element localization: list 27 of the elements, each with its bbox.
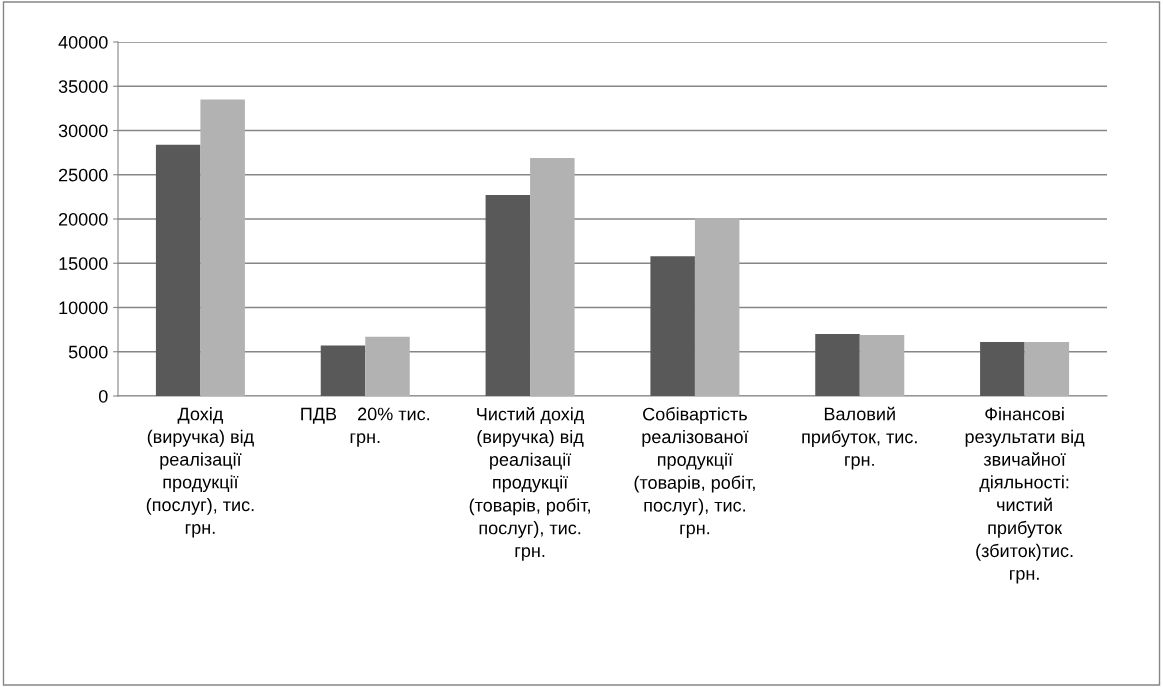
x-tick-label: ПДВ 20% тис. грн. [301,407,430,447]
bar [650,256,695,396]
x-tick-label: Фінансові результати від звичайної діяльності: чистий прибуток (збиток)тис. грн. [965,407,1085,584]
x-tick-label: Собівартість реалізованої продукції (товарів, робіт, послуг), тис. грн. [634,407,755,538]
bar [485,195,531,396]
bar [155,144,201,396]
y-tick-label: 25000 [58,168,108,182]
bar [859,334,905,396]
y-tick-label: 5000 [68,345,108,359]
bar [1024,342,1070,396]
y-tick-label: 30000 [58,124,108,138]
bar [694,218,740,396]
bar [200,99,245,396]
y-tick-label: 35000 [58,80,108,93]
bar [365,336,410,396]
x-tick-label: Дохід (виручка) від реалізації продукції (послуг), тис. грн. [146,407,254,538]
y-tick-label: 0 [98,389,108,403]
y-tick-label: 40000 [58,35,108,49]
y-tick-label: 20000 [58,212,108,226]
x-tick-label: Валовий прибуток, тис. грн. [802,406,917,470]
bar [530,157,575,396]
bar [980,342,1025,396]
y-tick-label: 10000 [59,301,108,315]
y-tick-label: 15000 [59,257,108,270]
x-tick-label: Чистий дохід (виручка) від реалізації продукції (товарів, робіт, послуг), тис. грн. [469,406,590,561]
bar [815,334,860,396]
bar [320,345,366,396]
